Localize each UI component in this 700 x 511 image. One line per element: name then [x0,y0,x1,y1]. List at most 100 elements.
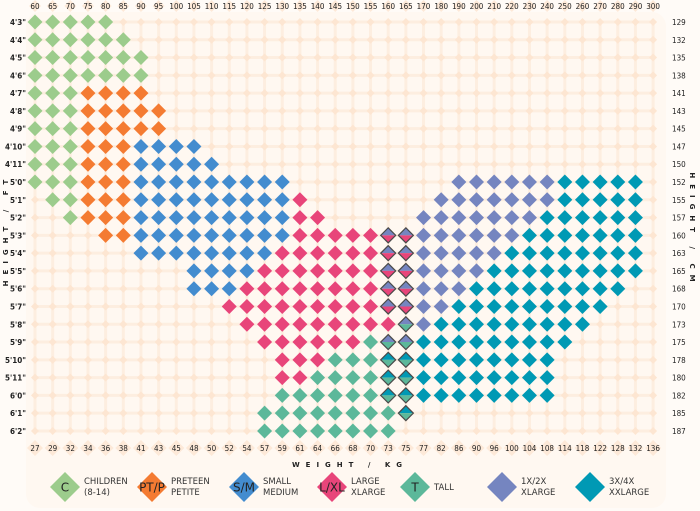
tick-bg [594,0,607,12]
grid-point [631,124,640,133]
size-cell-t [310,423,326,439]
size-cell-s [186,263,202,279]
grid-point [154,284,163,293]
grid-point [225,106,234,115]
grid-point [242,142,251,151]
size-cell-x3 [469,334,484,350]
size-cell-x3 [592,192,608,208]
grid-point [295,53,304,62]
split-top [398,245,414,254]
split-bottom [380,377,396,386]
size-cell-x3 [557,245,573,261]
size-cell-c [62,14,78,30]
grid-point [454,35,463,44]
size-cell-l [310,316,326,332]
size-cell-t [363,334,379,350]
grid-point [401,106,410,115]
size-cell-x1 [416,281,432,297]
size-cell-x3 [539,334,555,350]
size-cell-l [274,352,290,368]
size-cell-s [151,245,167,261]
grid-point [189,35,198,44]
size-cell-x3 [610,210,626,226]
grid-point [331,142,340,151]
size-cell-s [239,263,255,279]
size-cell-x1 [433,298,449,314]
grid-point [543,142,552,151]
grid-point [543,53,552,62]
split-bottom [380,253,396,261]
grid-point [649,284,658,293]
size-cell-l [239,316,255,332]
grid-point [119,391,128,400]
grid-point [225,18,234,26]
split-top [380,281,396,289]
y-right-tick: 157 [672,214,686,223]
size-cell-l [327,281,343,297]
size-cell-s [274,174,290,190]
size-cell-x3 [557,210,573,226]
tick-bg [486,440,503,456]
size-cell-x1 [451,210,467,226]
tick-bg [238,440,255,456]
grid-point [649,35,658,44]
grid-point [472,71,481,80]
x-bottom-tick: 50 [207,444,217,453]
size-cell-x3 [521,370,537,386]
size-cell-x3 [486,334,502,350]
size-cell-p [133,103,149,119]
size-cell-x3 [521,227,537,243]
size-cell-x1 [486,227,502,243]
grid-point [313,18,322,26]
y-right-tick: 141 [672,89,686,98]
y-left-tick: 4'9" [10,125,26,134]
grid-point [48,284,57,293]
x-bottom-axis-title: WEIGHT / KG [292,461,408,469]
grid-point [613,409,622,418]
size-cell-x3 [433,334,449,350]
grid-point [242,373,251,382]
size-cell-s [221,192,237,208]
grid-point [172,124,181,133]
grid-point [331,160,340,169]
size-cell-t [274,405,290,421]
split-outline [379,333,397,351]
grid-point [543,426,552,435]
grid-point [207,355,216,364]
split-top [398,281,414,289]
size-cell-split [379,227,397,244]
grid-point [136,35,145,44]
grid-point [172,89,181,98]
grid-point [613,53,622,62]
grid-point [260,71,269,80]
grid-point [295,18,304,26]
grid-point [189,124,198,133]
size-cell-x1 [416,245,432,261]
grid-point [119,355,128,364]
size-cell-s [239,210,255,226]
grid-point [419,160,428,169]
grid-point [172,409,181,418]
grid-point [313,89,322,98]
grid-point [649,71,658,80]
grid-point [225,89,234,98]
x-bottom-tick: 48 [189,444,199,453]
size-cell-x3 [469,387,484,403]
size-cell-x1 [469,210,484,226]
x-bottom-tick: 100 [505,444,519,453]
grid-point [525,18,534,26]
size-cell-x3 [486,387,502,403]
x-bottom-tick: 57 [260,444,269,453]
grid-point [578,355,587,364]
grid-point [225,53,234,62]
grid-point [83,338,92,347]
grid-point [543,160,552,169]
grid-point [207,53,216,62]
tick-bg [256,440,273,456]
size-cell-s [221,245,237,261]
grid-point [189,391,198,400]
grid-point [596,71,605,80]
tick-bg [523,0,536,12]
size-cell-s [151,156,167,172]
grid-point [295,89,304,98]
